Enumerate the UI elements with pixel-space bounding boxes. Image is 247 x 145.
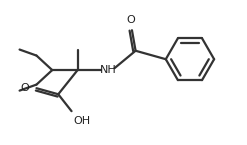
Text: OH: OH bbox=[73, 116, 91, 126]
Text: O: O bbox=[126, 15, 135, 25]
Text: NH: NH bbox=[99, 65, 116, 75]
Text: O: O bbox=[21, 83, 29, 93]
